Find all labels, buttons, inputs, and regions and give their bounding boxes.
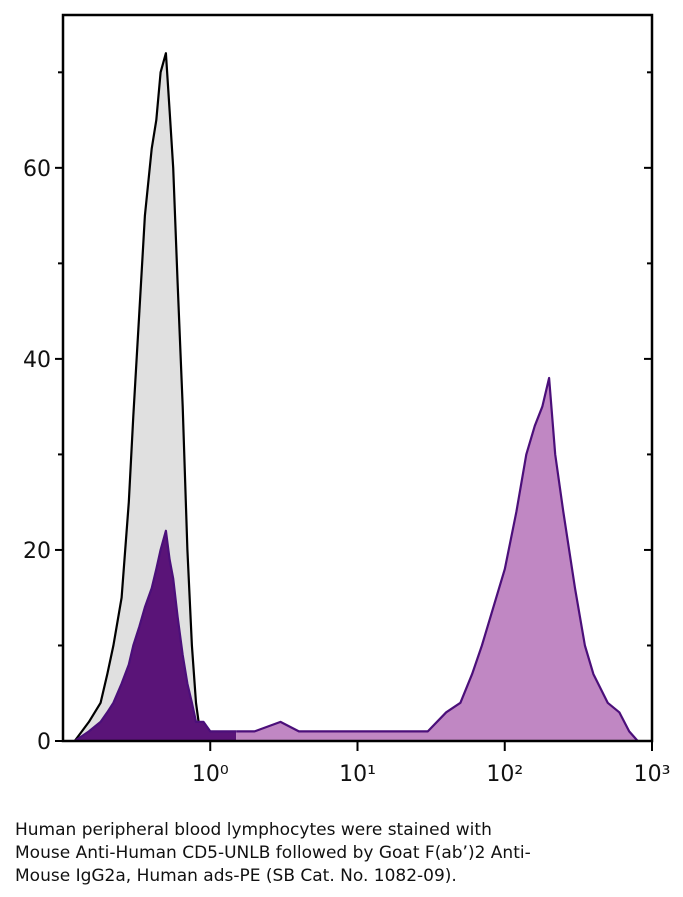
caption-line: Mouse Anti-Human CD5-UNLB followed by Go… bbox=[15, 843, 531, 863]
x-tick-label: 10³ bbox=[634, 762, 671, 787]
histogram-line bbox=[73, 52, 205, 742]
histogram-area bbox=[74, 530, 237, 741]
histogram-line bbox=[74, 529, 237, 742]
caption-line: Mouse IgG2a, Human ads-PE (SB Cat. No. 1… bbox=[15, 866, 457, 886]
y-tick-label: 20 bbox=[23, 539, 51, 564]
caption-line: Human peripheral blood lymphocytes were … bbox=[15, 820, 492, 840]
x-tick-label: 10² bbox=[486, 762, 523, 787]
y-tick-label: 0 bbox=[37, 730, 51, 755]
y-tick-label: 60 bbox=[23, 157, 51, 182]
histogram-area bbox=[236, 378, 638, 741]
y-tick-label: 40 bbox=[23, 348, 51, 373]
x-tick-label: 10¹ bbox=[339, 762, 376, 787]
histogram-line bbox=[236, 376, 639, 742]
x-tick-label: 10⁰ bbox=[192, 762, 229, 787]
